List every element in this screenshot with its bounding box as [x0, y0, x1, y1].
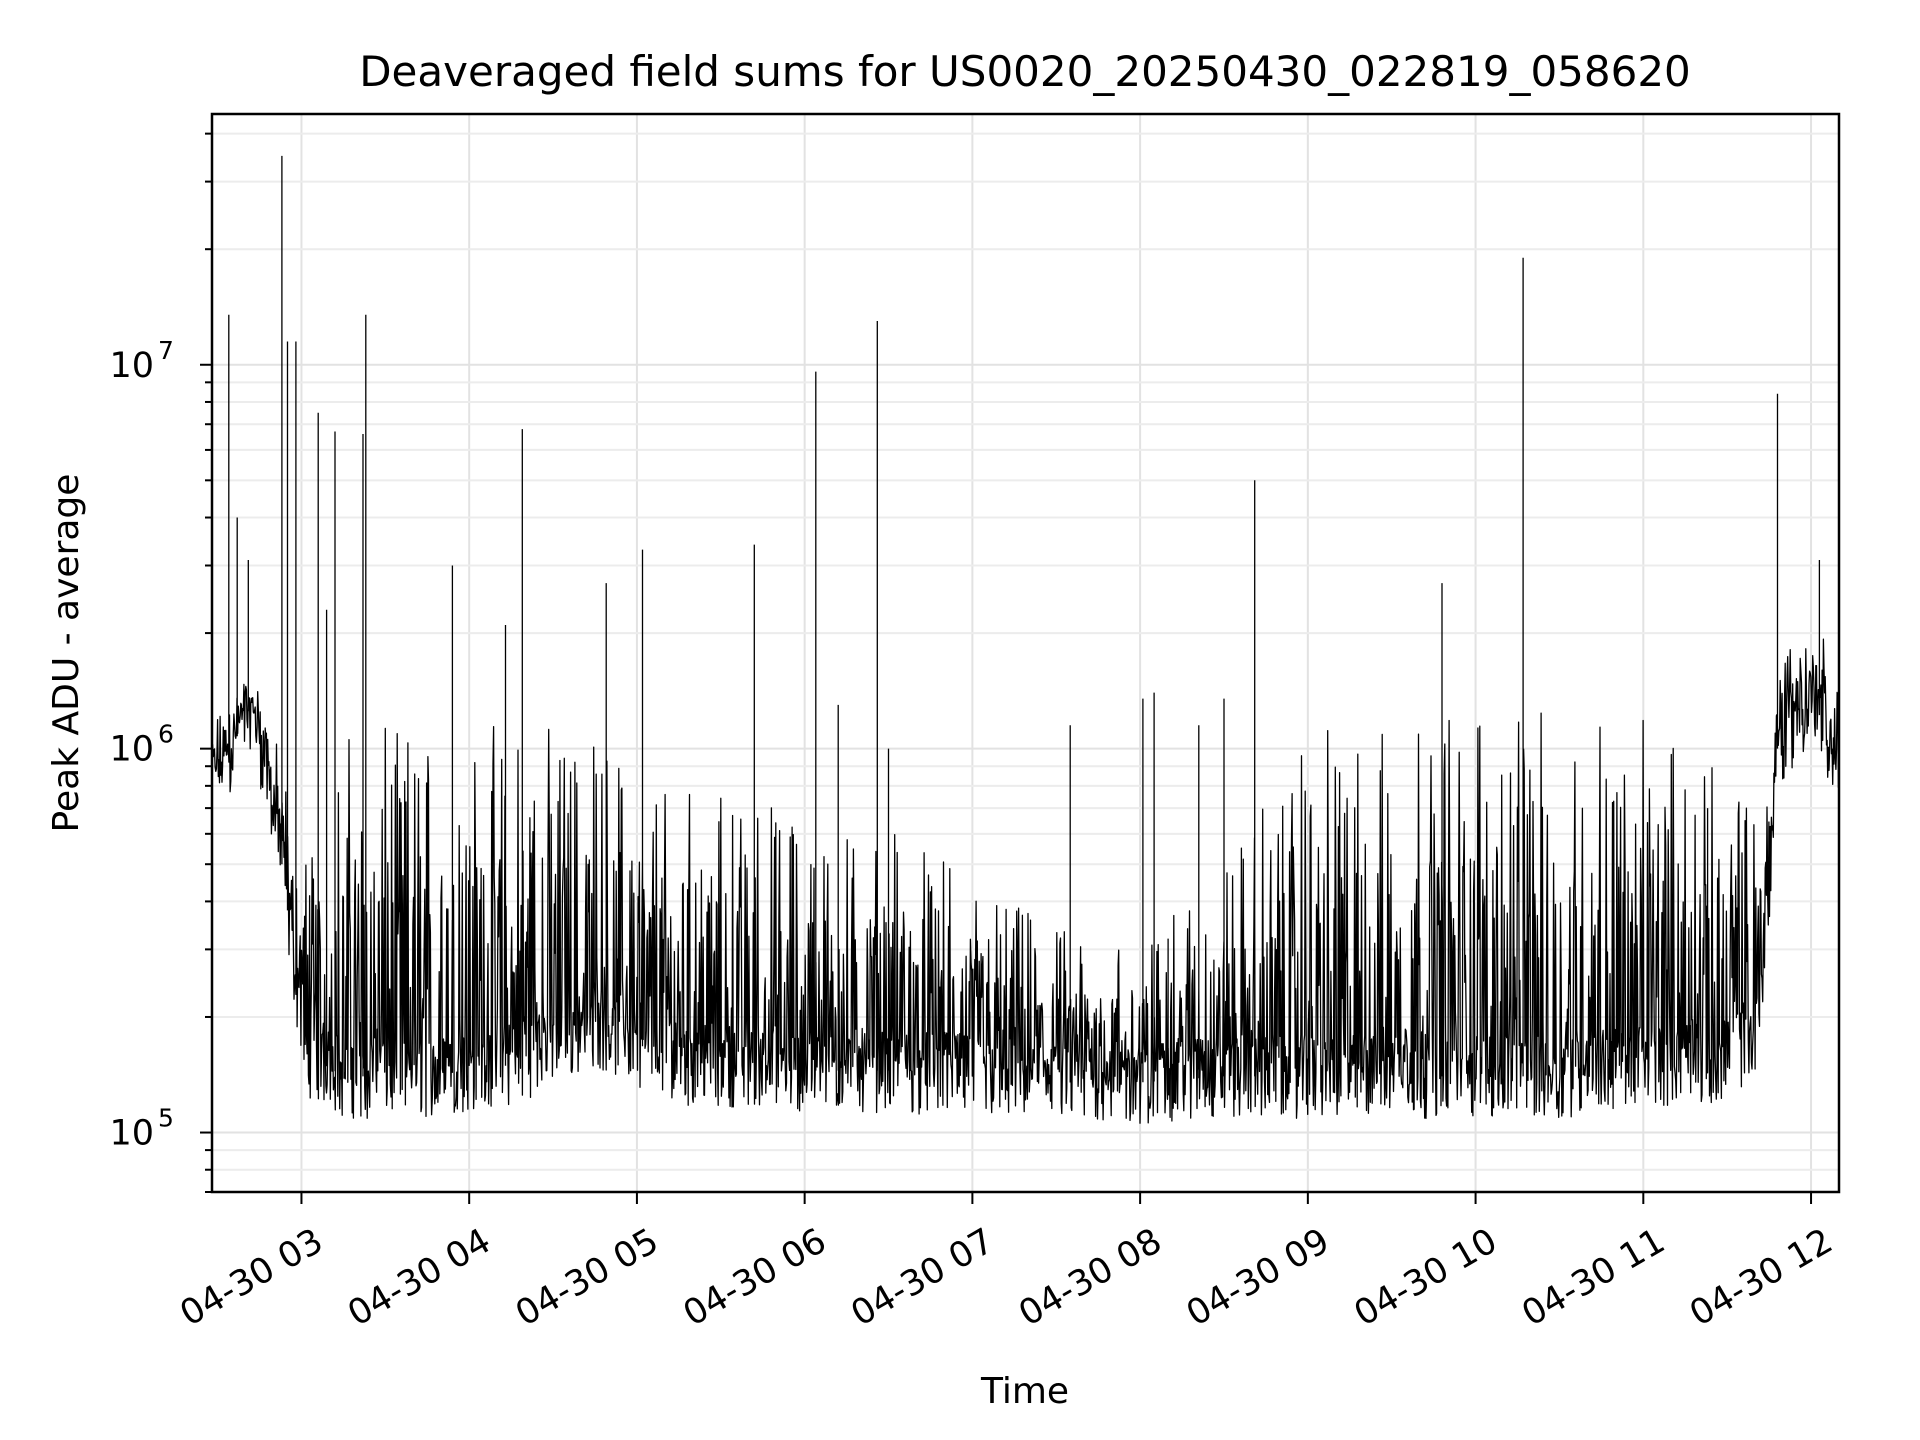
plot-area: [212, 155, 1839, 1124]
y-tick-exponent: 6: [158, 720, 174, 749]
plot-frame: [210, 112, 1841, 1194]
chart-title: Deaveraged field sums for US0020_2025043…: [359, 47, 1691, 96]
y-tick-exponent: 5: [158, 1104, 174, 1133]
series-line: [212, 155, 1839, 1124]
x-axis-label: Time: [980, 1371, 1069, 1412]
y-tick-label: 10: [109, 1114, 154, 1154]
y-tick-label: 10: [109, 346, 154, 386]
y-tick-label: 10: [109, 730, 154, 770]
y-axis-label: Peak ADU - average: [46, 474, 87, 833]
y-tick-exponent: 7: [158, 336, 174, 365]
